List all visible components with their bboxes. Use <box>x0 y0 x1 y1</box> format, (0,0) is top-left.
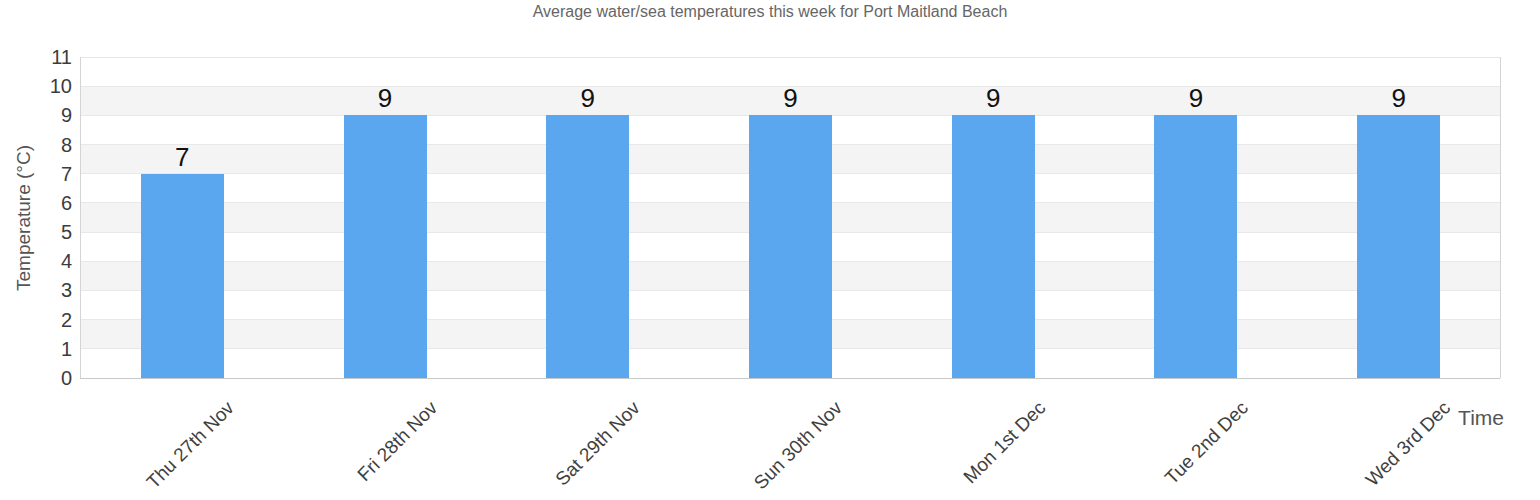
y-tick-label: 8 <box>61 134 72 156</box>
y-tick-label: 2 <box>61 309 72 331</box>
y-tick-label: 10 <box>50 75 72 97</box>
y-tick-label: 7 <box>61 163 72 185</box>
y-tick-label: 3 <box>61 279 72 301</box>
bar-value-label: 7 <box>140 144 224 170</box>
bar-value-label: 9 <box>1154 85 1238 111</box>
x-tick-label: Sun 30th Nov <box>750 397 847 494</box>
plot-area: 7 9 9 9 9 9 9 <box>80 57 1501 378</box>
bar-value-label: 9 <box>749 85 833 111</box>
gridline <box>81 57 1500 58</box>
y-tick-label: 11 <box>51 46 72 68</box>
bar[interactable] <box>1357 115 1440 378</box>
bar[interactable] <box>749 115 832 378</box>
y-tick-label: 4 <box>61 250 72 272</box>
x-tick-label: Tue 2nd Dec <box>1161 397 1253 489</box>
y-tick-label: 0 <box>61 367 72 389</box>
x-axis-line <box>80 378 1500 379</box>
y-tick-label: 6 <box>61 192 72 214</box>
x-tick-label: Thu 27th Nov <box>143 397 239 493</box>
x-tick-label: Sat 29th Nov <box>551 397 644 490</box>
bar-value-label: 9 <box>951 85 1035 111</box>
water-temperature-chart: Average water/sea temperatures this week… <box>0 0 1540 500</box>
bar[interactable] <box>344 115 427 378</box>
bar-value-label: 9 <box>1357 85 1441 111</box>
bar[interactable] <box>952 115 1035 378</box>
y-tick-label: 9 <box>61 104 72 126</box>
x-tick-label: Fri 28th Nov <box>353 397 442 486</box>
y-axis-title: Temperature (°C) <box>13 145 35 291</box>
x-tick-label: Wed 3rd Dec <box>1361 397 1455 491</box>
y-tick-label: 5 <box>61 221 72 243</box>
bar[interactable] <box>1154 115 1237 378</box>
bar-value-label: 9 <box>546 85 630 111</box>
bar-value-label: 9 <box>343 85 427 111</box>
x-tick-label: Mon 1st Dec <box>959 397 1050 488</box>
chart-title: Average water/sea temperatures this week… <box>0 3 1540 21</box>
bar[interactable] <box>141 174 224 378</box>
y-tick-label: 1 <box>61 338 72 360</box>
bar[interactable] <box>546 115 629 378</box>
x-axis-title: Time <box>1458 406 1504 430</box>
